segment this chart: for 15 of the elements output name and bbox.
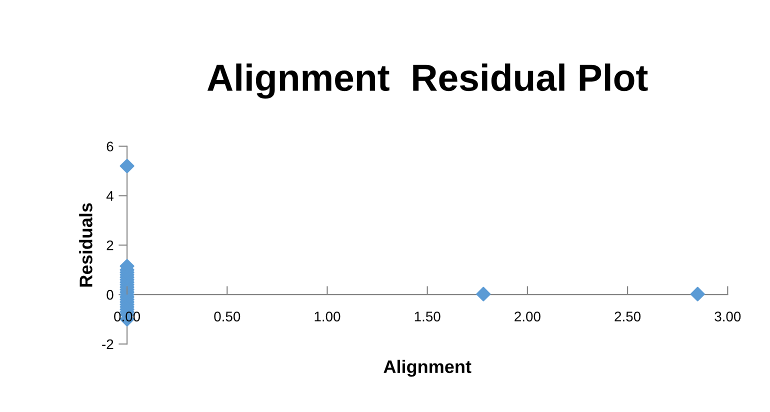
- y-tick-label: 2: [106, 240, 114, 250]
- y-tick-label: 4: [106, 191, 114, 201]
- x-tick-label: 3.00: [714, 312, 741, 322]
- x-tick-label: 2.50: [614, 312, 641, 322]
- x-tick-label: 0.50: [214, 312, 240, 322]
- x-tick-label: 0.00: [114, 312, 140, 322]
- x-tick-label: 1.00: [314, 312, 340, 322]
- y-tick-label: 6: [106, 142, 114, 152]
- y-tick-label: 0: [106, 290, 114, 300]
- y-axis-title: Residuals: [79, 203, 92, 287]
- x-tick-label: 2.00: [514, 312, 540, 322]
- chart-title: Alignment Residual Plot: [207, 64, 648, 99]
- y-tick-label: -2: [102, 339, 114, 350]
- x-axis-title: Alignment: [384, 360, 472, 377]
- x-tick-label: 1.50: [414, 312, 440, 322]
